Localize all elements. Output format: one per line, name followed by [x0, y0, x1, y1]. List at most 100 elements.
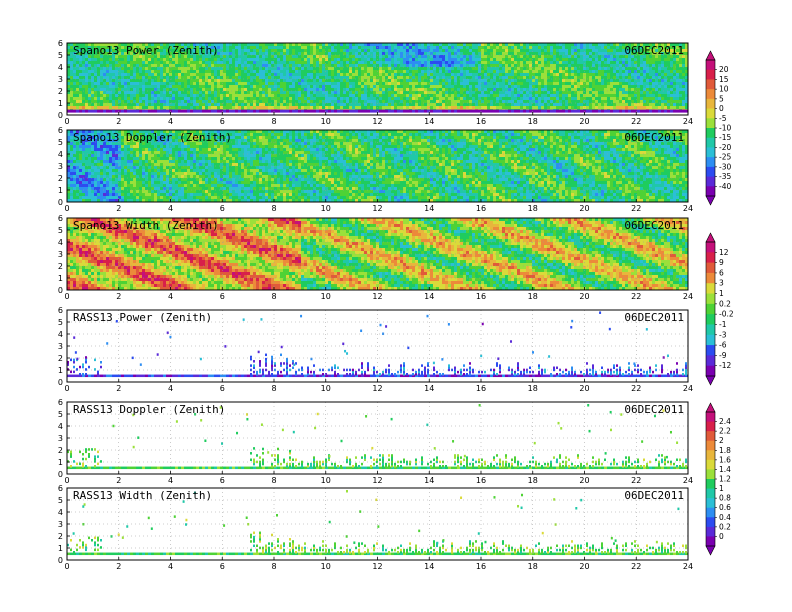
heatmap-cell: [457, 103, 460, 106]
heatmap-cell: [604, 76, 607, 79]
heatmap-cell: [469, 67, 472, 70]
heatmap-cell: [325, 70, 328, 73]
heatmap-cell: [181, 52, 184, 55]
heatmap-cell: [190, 76, 193, 79]
heatmap-cell: [304, 46, 307, 49]
heatmap-cell: [643, 46, 646, 49]
heatmap-cell: [388, 91, 391, 94]
heatmap-cell: [607, 103, 610, 106]
heatmap-cell: [379, 94, 382, 97]
heatmap-cell: [232, 106, 235, 109]
heatmap-cell: [328, 103, 331, 106]
heatmap-cell: [655, 49, 658, 52]
heatmap-cell: [304, 82, 307, 85]
heatmap-cell: [652, 88, 655, 91]
heatmap-cell: [127, 46, 130, 49]
heatmap-cell: [613, 97, 616, 100]
heatmap-cell: [466, 46, 469, 49]
heatmap-cell: [361, 79, 364, 82]
heatmap-cell: [640, 97, 643, 100]
heatmap-cell: [553, 91, 556, 94]
heatmap-cell: [676, 106, 679, 109]
heatmap-cell: [625, 43, 628, 46]
heatmap-cell: [229, 79, 232, 82]
heatmap-cell: [463, 55, 466, 58]
heatmap-cell: [196, 106, 199, 109]
heatmap-cell: [274, 109, 277, 113]
heatmap-cell: [511, 70, 514, 73]
heatmap-cell: [502, 103, 505, 106]
heatmap-cell: [265, 82, 268, 85]
heatmap-cell: [667, 70, 670, 73]
heatmap-cell: [409, 61, 412, 64]
heatmap-cell: [535, 61, 538, 64]
heatmap-cell: [325, 76, 328, 79]
heatmap-cell: [511, 82, 514, 85]
heatmap-cell: [250, 46, 253, 49]
heatmap-cell: [676, 61, 679, 64]
heatmap-cell: [610, 94, 613, 97]
heatmap-cell: [253, 49, 256, 52]
heatmap-cell: [259, 58, 262, 61]
heatmap-cell: [481, 70, 484, 73]
heatmap-cell: [109, 58, 112, 61]
heatmap-cell: [307, 103, 310, 106]
heatmap-cell: [343, 58, 346, 61]
heatmap-cell: [490, 49, 493, 52]
heatmap-cell: [610, 52, 613, 55]
heatmap-cell: [130, 103, 133, 106]
heatmap-cell: [289, 85, 292, 88]
heatmap-cell: [70, 76, 73, 79]
heatmap-cell: [415, 88, 418, 91]
heatmap-cell: [409, 82, 412, 85]
heatmap-cell: [616, 55, 619, 58]
heatmap-cell: [418, 106, 421, 109]
heatmap-cell: [652, 58, 655, 61]
heatmap-cell: [130, 61, 133, 64]
heatmap-cell: [91, 85, 94, 88]
heatmap-cell: [565, 73, 568, 76]
heatmap-cell: [541, 79, 544, 82]
heatmap-cell: [673, 109, 676, 113]
heatmap-cell: [331, 58, 334, 61]
heatmap-cell: [331, 73, 334, 76]
heatmap-cell: [289, 55, 292, 58]
heatmap-cell: [523, 85, 526, 88]
heatmap-cell: [547, 64, 550, 67]
heatmap-cell: [298, 67, 301, 70]
heatmap-cell: [256, 58, 259, 61]
heatmap-cell: [82, 76, 85, 79]
heatmap-cell: [280, 52, 283, 55]
heatmap-cell: [583, 43, 586, 46]
heatmap-cell: [193, 43, 196, 46]
heatmap-cell: [268, 52, 271, 55]
heatmap-cell: [229, 67, 232, 70]
heatmap-cell: [478, 43, 481, 46]
heatmap-cell: [388, 43, 391, 46]
heatmap-cell: [640, 91, 643, 94]
heatmap-cell: [604, 103, 607, 106]
heatmap-cell: [100, 106, 103, 109]
heatmap-cell: [415, 85, 418, 88]
heatmap-cell: [460, 91, 463, 94]
heatmap-cell: [391, 88, 394, 91]
heatmap-cell: [337, 79, 340, 82]
heatmap-cell: [211, 76, 214, 79]
heatmap-cell: [109, 103, 112, 106]
heatmap-cell: [148, 97, 151, 100]
heatmap-cell: [316, 43, 319, 46]
heatmap-cell: [343, 100, 346, 103]
heatmap-cell: [136, 70, 139, 73]
heatmap-cell: [439, 91, 442, 94]
heatmap-cell: [325, 103, 328, 106]
heatmap-cell: [682, 64, 685, 67]
heatmap-cell: [601, 58, 604, 61]
heatmap-cell: [253, 106, 256, 109]
heatmap-cell: [319, 85, 322, 88]
heatmap-cell: [301, 64, 304, 67]
heatmap-cell: [283, 88, 286, 91]
heatmap-cell: [547, 97, 550, 100]
heatmap-cell: [451, 52, 454, 55]
heatmap-cell: [430, 49, 433, 52]
heatmap-cell: [277, 73, 280, 76]
